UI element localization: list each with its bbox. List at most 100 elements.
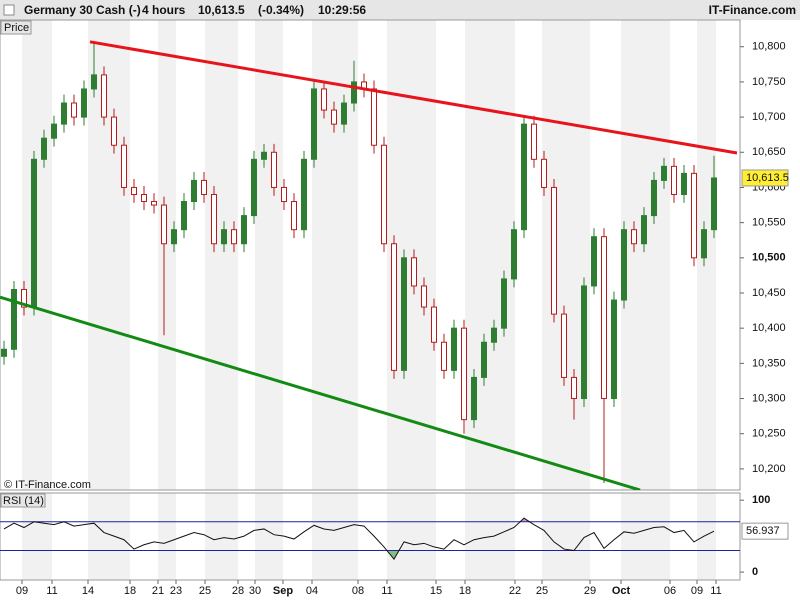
x-tick-label: 14: [82, 585, 94, 597]
candle-body: [661, 165, 667, 181]
day-stripe: [312, 493, 358, 580]
y-tick-label: 10,250: [752, 428, 786, 440]
x-tick-label: Sep: [273, 585, 293, 597]
y-tick-label: 10,650: [752, 146, 786, 158]
candle-body: [191, 179, 197, 203]
candle-body: [411, 257, 417, 287]
candle-body: [431, 306, 437, 343]
candle-body: [231, 229, 237, 245]
candle-body: [141, 193, 147, 203]
candle-body: [451, 327, 457, 371]
rsi-line: [3, 517, 715, 561]
candle-body: [531, 123, 537, 160]
last-price-label: 10,613.5: [746, 172, 789, 184]
day-stripe: [697, 493, 716, 580]
candle-body: [511, 229, 517, 280]
y-tick-label: 10,350: [752, 357, 786, 369]
candle-body: [331, 109, 337, 125]
time: 10:29:56: [318, 3, 366, 17]
day-stripe: [255, 20, 283, 490]
day-stripe: [88, 20, 130, 490]
candle-body: [401, 257, 407, 371]
candle-body: [271, 151, 277, 188]
day-stripe: [88, 493, 130, 580]
candle-body: [461, 327, 467, 421]
candle-body: [291, 201, 297, 231]
candle-body: [31, 158, 37, 308]
x-tick-label: 23: [170, 585, 182, 597]
candle-body: [641, 215, 647, 245]
candle-body: [221, 229, 227, 245]
day-stripe: [158, 493, 176, 580]
candle-body: [471, 376, 477, 421]
x-tick-label: 11: [46, 585, 57, 597]
candle-body: [151, 201, 157, 206]
source: IT-Finance.com: [709, 3, 796, 17]
x-tick-label: 22: [509, 585, 521, 597]
candle-body: [551, 186, 557, 315]
candle-body: [1, 348, 7, 357]
rsi-last-label: 56.937: [746, 525, 780, 537]
x-tick-label: 09: [691, 585, 703, 597]
trend-line: [0, 295, 641, 490]
last-price: 10,613.5: [198, 3, 245, 17]
candle-body: [381, 144, 387, 245]
day-stripe: [621, 493, 670, 580]
candle-body: [611, 299, 617, 400]
x-tick-label: 18: [459, 585, 471, 597]
candle-body: [261, 151, 267, 160]
candle-body: [391, 243, 397, 371]
candle-body: [601, 236, 607, 400]
x-tick-label: 11: [381, 585, 392, 597]
axes: 10,200 10,250 10,300 10,350 10,400 10,450 10,5…: [16, 41, 789, 597]
last-price-box: [741, 169, 789, 187]
price-panel: Price © IT-Finance.com: [0, 19, 741, 491]
panel-label-box: [0, 493, 46, 508]
rsi-panel: RSI (14): [0, 492, 741, 581]
panel-frame: [0, 19, 741, 491]
candle-body: [201, 179, 207, 195]
x-tick-label: 21: [152, 585, 164, 597]
candle-body: [441, 341, 447, 371]
candle-body: [621, 229, 627, 301]
candle-body: [131, 186, 137, 195]
panel-label: Price: [4, 22, 29, 34]
day-stripe: [621, 20, 670, 490]
candle-body: [21, 288, 27, 308]
candle-body: [301, 158, 307, 231]
candle-body: [701, 229, 707, 259]
y-tick-label: 10,400: [752, 322, 786, 334]
candle-body: [591, 236, 597, 287]
day-stripe: [255, 493, 283, 580]
change: (-0.34%): [258, 3, 304, 17]
candle-body: [241, 215, 247, 245]
day-stripe: [205, 20, 238, 490]
candle-body: [541, 158, 547, 188]
candle-body: [521, 123, 527, 231]
y-tick-label: 10,800: [752, 41, 786, 53]
x-tick-label: 28: [232, 585, 244, 597]
candle-body: [671, 165, 677, 195]
day-stripe: [387, 493, 436, 580]
header: Germany 30 Cash (-) 4 hours 10,613.5 (-0…: [0, 0, 800, 20]
rsi-label: RSI (14): [3, 495, 44, 507]
day-stripe: [158, 20, 176, 490]
rsi-y-tick-label: 0: [752, 566, 758, 578]
candle-body: [481, 341, 487, 378]
y-tick-label: 10,200: [752, 463, 786, 475]
y-tick-label: 10,500: [752, 252, 786, 264]
y-tick-label: 10,300: [752, 392, 786, 404]
candle-body: [11, 288, 17, 350]
candle-body: [161, 204, 167, 245]
day-stripe: [205, 493, 238, 580]
candle-body: [501, 278, 507, 329]
candle-body: [211, 193, 217, 245]
candle-body: [281, 186, 287, 203]
candle-body: [51, 123, 57, 139]
timeframe: 4 hours: [142, 3, 186, 17]
candle-body: [41, 137, 47, 160]
trend-line: [89, 40, 738, 155]
header-icon: [3, 4, 15, 16]
candle-body: [421, 285, 427, 308]
candle-body: [631, 229, 637, 245]
